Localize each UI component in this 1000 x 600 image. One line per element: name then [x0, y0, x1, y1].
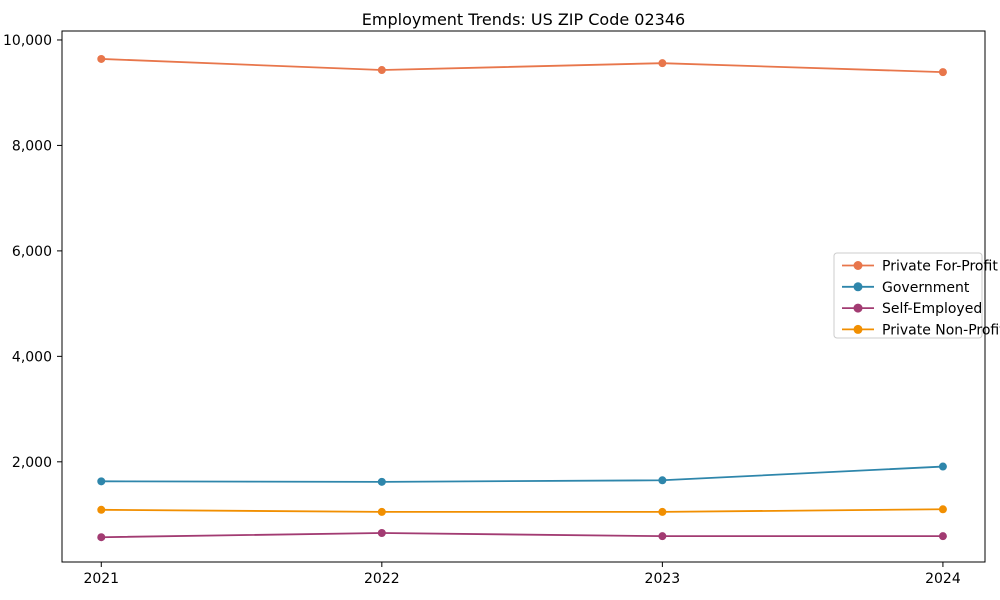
data-point-private-non-profit-2023	[658, 507, 667, 516]
legend-entry-private-non-profit: Private Non-Profit	[842, 322, 1000, 338]
series-line-government	[100, 465, 944, 483]
series-self-employed	[97, 528, 947, 542]
data-point-government-2021	[97, 477, 106, 486]
data-point-private-for-profit-2022	[377, 66, 386, 75]
legend-marker	[853, 303, 863, 313]
x-axis-tick-label: 2023	[645, 571, 681, 587]
x-axis: 2021 2022 2023 2024	[83, 562, 961, 587]
series-government	[97, 462, 947, 486]
data-point-private-for-profit-2024	[938, 68, 947, 77]
data-point-government-2024	[938, 462, 947, 471]
legend-label: Private Non-Profit	[882, 322, 1000, 338]
data-point-private-for-profit-2023	[658, 59, 667, 68]
data-point-self-employed-2024	[938, 532, 947, 541]
data-point-government-2023	[658, 476, 667, 485]
data-point-self-employed-2022	[377, 528, 386, 537]
legend-label: Private For-Profit	[882, 259, 998, 275]
legend-label: Government	[882, 280, 970, 296]
legend-marker	[853, 261, 863, 270]
y-axis-tick-label: 4,000	[12, 349, 52, 365]
series-private-for-profit	[97, 54, 947, 77]
series-line-private-non-profit	[100, 508, 944, 513]
legend-frame	[833, 252, 983, 339]
plot-frame	[61, 30, 986, 563]
chart-title: Employment Trends: US ZIP Code 02346	[362, 10, 685, 29]
legend-box: Private For-Profit Government Self-Employe…	[833, 252, 1000, 339]
y-axis-tick-label: 8,000	[12, 138, 52, 154]
data-point-self-employed-2023	[658, 532, 667, 541]
y-axis-tick-label: 10,000	[3, 33, 52, 49]
legend-label: Self-Employed	[882, 301, 982, 317]
y-axis-tick-label: 6,000	[12, 244, 52, 260]
legend-entry-private-for-profit: Private For-Profit	[842, 259, 998, 275]
legend-entry-self-employed: Self-Employed	[842, 301, 982, 317]
data-point-private-non-profit-2021	[97, 505, 106, 514]
series-line-self-employed	[100, 532, 944, 539]
legend-marker	[853, 324, 863, 334]
legend-entry-government: Government	[842, 280, 970, 296]
data-point-private-non-profit-2024	[938, 505, 947, 514]
data-point-government-2022	[377, 477, 386, 486]
series-line-private-for-profit	[100, 58, 944, 74]
y-axis-tick-label: 2,000	[12, 455, 52, 471]
x-axis-tick-label: 2021	[83, 571, 119, 587]
series-private-non-profit	[97, 505, 947, 516]
data-point-private-for-profit-2021	[97, 54, 106, 63]
x-axis-tick-label: 2024	[925, 571, 961, 587]
y-axis: 2,000 4,000 6,000 8,000 10,000	[3, 33, 62, 471]
legend-marker	[853, 282, 863, 292]
data-point-self-employed-2021	[97, 533, 106, 542]
data-point-private-non-profit-2022	[377, 507, 386, 516]
x-axis-tick-label: 2022	[364, 571, 400, 587]
